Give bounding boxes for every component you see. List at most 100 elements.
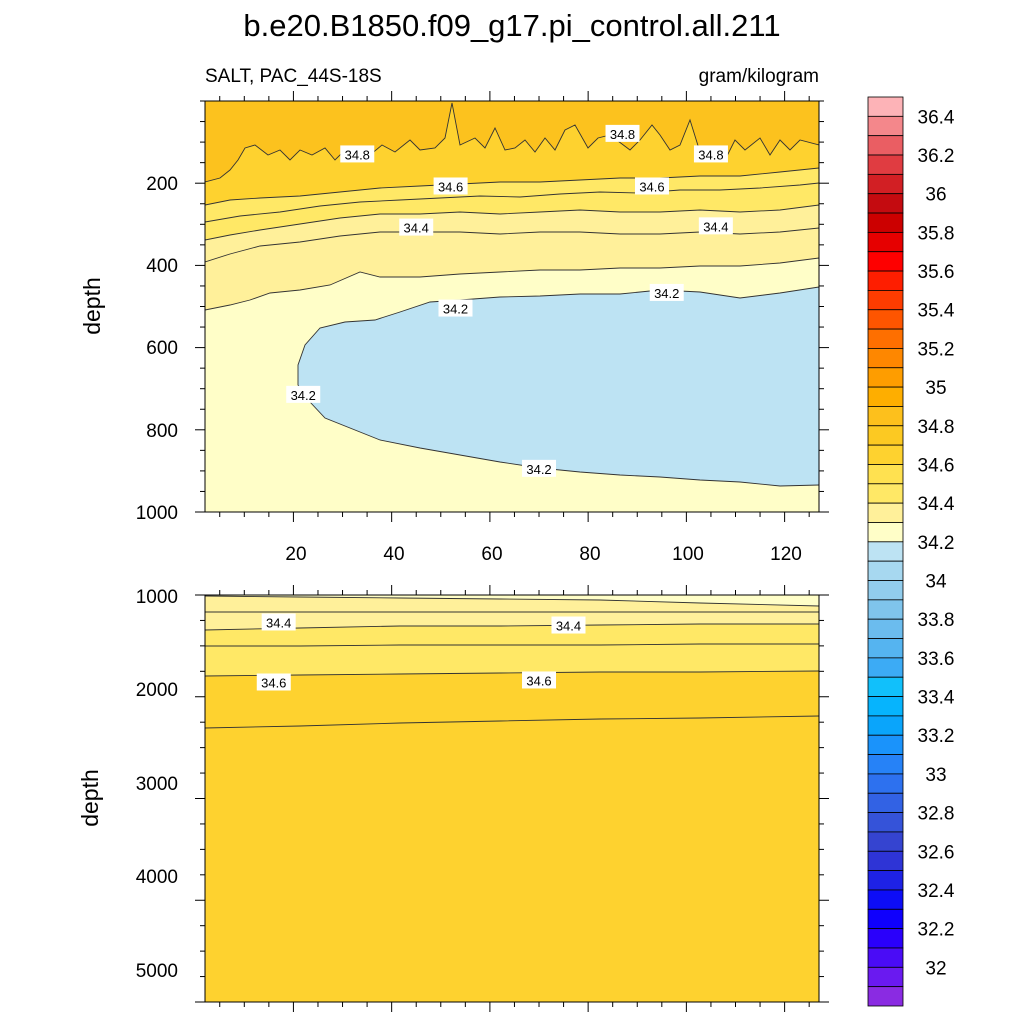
contour-label: 34.8 — [605, 124, 640, 142]
contour-line-34.8 — [205, 167, 819, 206]
colorbar-box — [867, 425, 904, 446]
contour-line-34.2 — [297, 286, 819, 487]
upper-ytick-1000: 1000 — [136, 503, 178, 524]
contour-label-text: 34.6 — [438, 179, 463, 194]
contour-label: 34.4 — [261, 613, 296, 631]
contour-label-text: 34.4 — [556, 619, 581, 634]
lower-ytick-3000: 3000 — [136, 774, 178, 795]
colorbar-box — [867, 115, 904, 137]
contour-label-text: 34.8 — [610, 127, 635, 142]
colorbar-box — [867, 657, 904, 678]
colorbar-box — [867, 947, 904, 968]
colorbar-box — [867, 734, 904, 755]
colorbar-box — [867, 870, 904, 891]
colorbar-box — [867, 386, 904, 407]
lower-contour-line-34.2 — [205, 595, 819, 607]
colorbar-box — [867, 135, 904, 156]
contour-label-text: 34.4 — [703, 219, 728, 234]
upper-plot-area: 34.8 34.8 34.8 34.6 34.6 34.4 34.4 34.2 34.2 34.2… — [205, 101, 819, 512]
colorbar-label: 34 — [925, 572, 947, 593]
lower-ytick-4000: 4000 — [136, 867, 178, 888]
colorbar-label: 33.8 — [918, 610, 955, 631]
contour-label-bg — [605, 124, 640, 142]
upper-ticks — [195, 91, 829, 522]
lower-contour-line-34.7 — [205, 715, 819, 729]
colorbar-label: 35 — [925, 378, 946, 399]
colorbar-box — [867, 309, 904, 330]
lower-plot-area: 34.4 34.4 34.6 34.6 — [205, 595, 819, 1002]
colorbar-box — [867, 483, 904, 504]
colorbar-box — [867, 715, 904, 736]
colorbar-label: 33.2 — [918, 726, 955, 747]
colorbar-box — [867, 522, 904, 543]
contour-label: 34.8 — [340, 145, 375, 163]
contour-label-bg — [399, 218, 434, 236]
lower-contour-labels: 34.4 34.4 34.6 34.6 — [256, 613, 586, 691]
colorbar-box — [867, 348, 904, 369]
colorbar-box — [867, 328, 904, 349]
contour-label-text: 34.6 — [261, 676, 286, 691]
contour-line-34.4 — [205, 257, 819, 311]
chart-title: b.e20.B1850.f09_g17.pi_control.all.211 — [243, 8, 780, 43]
colorbar-box — [867, 464, 904, 485]
colorbar-box — [867, 96, 904, 117]
upper-ylabel: depth — [79, 277, 105, 335]
upper-ytick-200: 200 — [146, 174, 178, 195]
colorbar-label: 35.2 — [918, 339, 955, 360]
colorbar-box — [867, 502, 904, 523]
lower-fill-34.2 — [205, 595, 819, 606]
contour-label-text: 34.6 — [639, 179, 664, 194]
upper-xtick-20: 20 — [285, 544, 306, 565]
colorbar-boxes — [867, 96, 904, 1007]
colorbar-box — [867, 792, 904, 813]
colorbar-label: 36.2 — [918, 146, 955, 167]
colorbar-label: 33.4 — [918, 688, 955, 709]
contour-label-text: 34.2 — [291, 388, 316, 403]
colorbar-box — [867, 580, 904, 601]
contour-label-bg — [522, 459, 557, 477]
colorbar-label: 36 — [925, 185, 946, 206]
upper-xtick-80: 80 — [579, 544, 600, 565]
upper-panel: 34.8 34.8 34.8 34.6 34.6 34.4 34.4 34.2 34.2 34.2… — [79, 91, 829, 565]
colorbar-box — [867, 270, 904, 291]
colorbar-box — [867, 212, 904, 233]
contour-label: 34.2 — [438, 299, 473, 317]
colorbar-box — [867, 599, 904, 620]
upper-xtick-120: 120 — [770, 544, 802, 565]
colorbar-box — [867, 773, 904, 794]
lower-contour-line-34.5 — [205, 643, 819, 647]
colorbar-box — [867, 251, 904, 272]
colorbar-label: 32.2 — [918, 920, 955, 941]
colorbar-labels: 36.4 36.2 36 35.8 35.6 35.4 35.2 35 34.8 34.6 34.4… — [918, 107, 955, 979]
upper-contour-labels: 34.8 34.8 34.8 34.6 34.6 34.4 34.4 34.2 34.2 34.2… — [286, 124, 733, 477]
colorbar-box — [867, 812, 904, 833]
upper-ytick-800: 800 — [146, 421, 178, 442]
contour-label-bg — [649, 283, 684, 301]
contour-label: 34.4 — [551, 616, 586, 634]
colorbar-box — [867, 676, 904, 697]
contour-label-bg — [286, 385, 321, 403]
contour-label-bg — [340, 145, 375, 163]
colorbar-label: 36.4 — [918, 107, 955, 128]
contour-label-bg — [433, 177, 468, 195]
contour-line-34.6 — [205, 204, 819, 241]
colorbar-box — [867, 638, 904, 659]
upper-xtick-60: 60 — [481, 544, 502, 565]
lower-panel: 34.4 34.4 34.6 34.6 1000 2000 3000 4000 500… — [77, 585, 829, 1012]
contour-label-text: 34.2 — [443, 302, 468, 317]
contour-label-bg — [256, 673, 291, 691]
colorbar-box — [867, 367, 904, 388]
lower-contour-line-34.4 — [205, 623, 819, 631]
lower-ticks — [195, 585, 829, 1012]
contour-label-text: 34.6 — [526, 673, 551, 688]
contour-label-text: 34.4 — [266, 615, 291, 630]
contour-line-34.7 — [205, 182, 819, 223]
colorbar-box — [867, 908, 904, 930]
contour-label-bg — [634, 177, 669, 195]
upper-fill-34.0 — [298, 287, 819, 486]
colorbar-box — [867, 889, 904, 910]
colorbar-label: 35.6 — [918, 262, 955, 283]
contour-label: 34.2 — [649, 283, 684, 301]
upper-ytick-400: 400 — [146, 256, 178, 277]
contour-label: 34.4 — [399, 218, 434, 236]
